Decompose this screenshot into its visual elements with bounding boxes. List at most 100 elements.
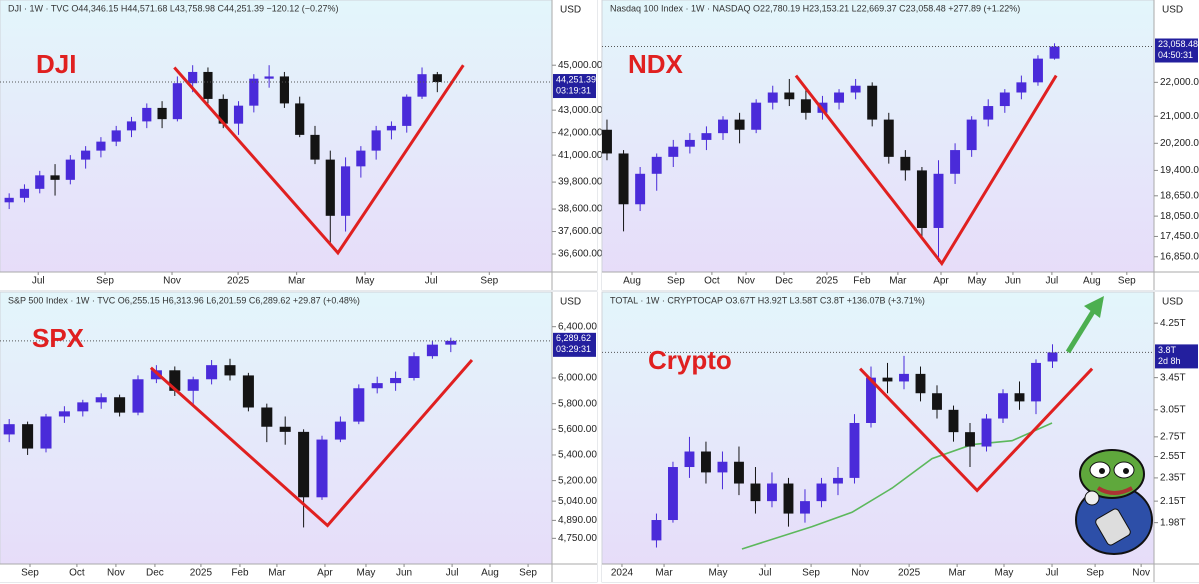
candle-body [800,501,810,514]
x-tick-label: Mar [655,568,673,579]
y-tick-label: 18,650.00 [1160,190,1199,201]
x-tick-label: Aug [1083,276,1101,287]
candle-body [867,85,878,120]
candle-body [916,170,927,228]
candle-body [187,379,199,391]
y-tick-label: 5,800.00 [558,398,597,409]
axis-background [1154,292,1199,582]
x-tick-label: Sep [1086,568,1104,579]
candle-body [783,483,794,514]
candle-body [751,102,762,130]
candle-body [999,92,1010,107]
x-tick-label: Nov [737,276,755,287]
candle-body [882,377,893,382]
candle-body [850,85,861,93]
candle-body [426,344,438,357]
candle-body [402,96,412,126]
x-tick-label: 2024 [611,568,634,579]
x-tick-label: Apr [933,276,949,287]
chart-header: DJI · 1W · TVC O44,346.15 H44,571.68 L43… [8,3,339,13]
candle-body [883,119,894,157]
candle-body [126,121,137,131]
y-tick-label: 36,600.00 [558,249,603,260]
x-tick-label: Jun [1005,276,1021,287]
candle-body [849,422,860,478]
countdown: 03:29:31 [556,344,591,354]
x-tick-label: Sep [519,568,537,579]
candle-body [356,150,366,167]
last-price-box [553,74,596,99]
candle-body [417,74,427,97]
index-label: Crypto [648,345,732,375]
candle-body [279,76,289,104]
x-tick-label: Sep [667,276,685,287]
candle-body [58,411,70,417]
currency: USD [1162,297,1183,308]
candle-body [249,78,259,106]
candle-body [833,477,843,484]
pepe-sticker [1075,449,1153,555]
y-tick-label: 3.05T [1160,404,1186,415]
candle-body [35,175,45,189]
chart-panel: S&P 500 Index · 1W · TVC O6,255.15 H6,31… [0,291,598,583]
pupil [1099,468,1105,474]
arrow-shaft [1065,308,1097,354]
x-tick-label: May [356,276,375,287]
candle-body [40,416,52,449]
candle-body [233,105,244,124]
y-tick-label: 6,000.00 [558,373,597,384]
v-annotation [859,367,1094,493]
candle-body [203,71,213,99]
x-tick-label: Mar [268,568,286,579]
last-price-box [553,332,596,357]
y-tick-label: 3.45T [1160,372,1186,383]
candle-body [668,146,679,157]
x-tick-label: Nov [163,276,181,287]
candle-body [432,74,442,83]
x-tick-label: 2025 [898,568,921,579]
y-tick-label: 19,400.00 [1160,165,1199,176]
chart-panel: Nasdaq 100 Index · 1W · NASDAQ O22,780.1… [601,0,1199,291]
candle-body [717,461,728,473]
y-tick-label: 4.25T [1160,318,1186,329]
y-tick-label: 4,890.00 [558,515,597,526]
x-tick-label: Aug [623,276,641,287]
candle-body [169,370,181,391]
panel-background [0,0,598,291]
candle-body [95,397,107,403]
candle-body [1014,393,1025,402]
x-tick-label: May [968,276,987,287]
candle-body [81,150,91,160]
candle-body [242,375,254,408]
candle-body [900,156,911,171]
candle-body [279,426,291,432]
countdown: 04:50:31 [1158,50,1193,60]
candle-body [316,439,328,498]
last-price-box [1155,344,1198,369]
y-tick-label: 41,000.00 [558,150,603,161]
candle-body [157,107,167,120]
candle-body [206,365,218,380]
watch [1084,490,1100,506]
chart-header: TOTAL · 1W · CRYPTOCAP O3.67T H3.92T L3.… [610,295,925,305]
candle-body [390,377,402,384]
x-tick-label: Nov [1132,568,1150,579]
v-annotation [794,74,1058,267]
axis-background [552,0,597,290]
candle-body [325,159,335,216]
candle-body [983,106,994,120]
mouth [1096,486,1133,495]
last-price-box [1155,38,1198,63]
candle-body [261,407,273,427]
currency: USD [560,5,581,16]
head [1079,449,1145,499]
candle-body [651,156,662,174]
y-tick-label: 38,600.00 [558,204,603,215]
candle-body [618,153,629,205]
axis-background [602,272,1199,290]
candle-body [1031,362,1041,402]
x-tick-label: Jul [1046,568,1059,579]
candle-body [408,356,420,378]
x-tick-label: 2025 [190,568,213,579]
